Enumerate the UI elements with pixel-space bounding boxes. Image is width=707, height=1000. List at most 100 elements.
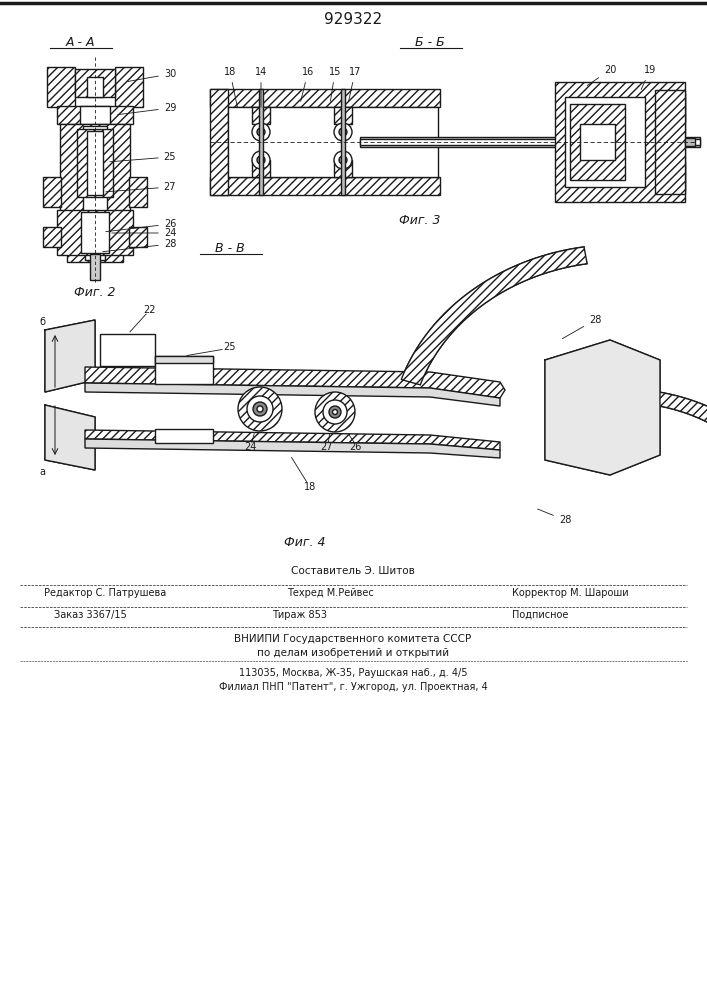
Bar	[334, 107, 352, 124]
Text: Б - Б: Б - Б	[415, 35, 445, 48]
Circle shape	[339, 156, 347, 164]
Bar	[555, 82, 685, 202]
Circle shape	[329, 406, 341, 418]
Bar	[655, 90, 685, 194]
Circle shape	[253, 402, 267, 416]
Text: 20: 20	[588, 65, 617, 85]
Text: Подписное: Подписное	[512, 610, 568, 620]
Text: 27: 27	[106, 182, 176, 192]
Polygon shape	[45, 405, 95, 470]
Bar	[155, 429, 213, 443]
Circle shape	[323, 400, 347, 424]
Bar	[570, 104, 625, 180]
Bar	[87, 131, 103, 195]
Text: А - А: А - А	[65, 35, 95, 48]
Circle shape	[252, 151, 270, 169]
Text: 26: 26	[349, 442, 361, 452]
Text: 30: 30	[128, 69, 176, 82]
Bar	[565, 97, 645, 187]
Bar	[47, 67, 75, 107]
Bar	[252, 107, 270, 124]
Text: а: а	[39, 467, 45, 477]
Bar	[155, 356, 213, 384]
Bar	[57, 106, 133, 124]
Polygon shape	[45, 320, 95, 392]
Bar	[87, 77, 103, 97]
Circle shape	[238, 387, 282, 431]
Bar	[580, 124, 615, 160]
Circle shape	[257, 128, 265, 136]
Polygon shape	[566, 389, 707, 437]
Text: Фиг. 4: Фиг. 4	[284, 536, 326, 548]
Bar	[80, 106, 110, 124]
Circle shape	[257, 406, 263, 412]
Text: Тираж 853: Тираж 853	[272, 610, 327, 620]
Circle shape	[315, 392, 355, 432]
Bar	[210, 89, 440, 107]
Text: 17: 17	[349, 67, 361, 101]
Bar	[100, 366, 155, 374]
Bar	[77, 129, 113, 197]
Text: Техред М.Рейвес: Техред М.Рейвес	[286, 588, 373, 598]
Bar	[67, 240, 123, 262]
Text: 929322: 929322	[324, 11, 382, 26]
Text: 22: 22	[144, 305, 156, 315]
Bar	[334, 160, 352, 177]
Text: 25: 25	[110, 152, 176, 162]
Bar	[100, 334, 155, 374]
Text: по делам изобретений и открытий: по делам изобретений и открытий	[257, 648, 449, 658]
Text: 28: 28	[562, 315, 601, 339]
Bar	[85, 242, 105, 260]
Bar	[83, 126, 107, 220]
Text: Фиг. 3: Фиг. 3	[399, 214, 440, 227]
Bar	[660, 162, 685, 190]
Bar	[360, 139, 700, 145]
Text: 113035, Москва, Ж-35, Раушская наб., д. 4/5: 113035, Москва, Ж-35, Раушская наб., д. …	[239, 668, 467, 678]
Bar	[685, 138, 695, 146]
Bar	[228, 107, 438, 177]
Bar	[43, 177, 61, 207]
Text: 29: 29	[118, 103, 176, 115]
Text: Заказ 3367/15: Заказ 3367/15	[54, 610, 127, 620]
Bar	[81, 212, 109, 253]
Text: 26: 26	[106, 219, 176, 232]
Polygon shape	[85, 439, 500, 458]
Bar	[75, 69, 115, 97]
Polygon shape	[85, 430, 500, 450]
Text: 28: 28	[103, 239, 176, 252]
Circle shape	[247, 396, 273, 422]
Text: Филиал ПНП "Патент", г. Ужгород, ул. Проектная, 4: Филиал ПНП "Патент", г. Ужгород, ул. Про…	[218, 682, 487, 692]
Bar	[57, 210, 133, 255]
Bar	[90, 254, 100, 280]
Text: Фиг. 2: Фиг. 2	[74, 286, 116, 298]
Circle shape	[334, 151, 352, 169]
Text: 24: 24	[244, 442, 256, 452]
Bar	[129, 177, 147, 207]
Polygon shape	[545, 340, 660, 475]
Polygon shape	[402, 247, 587, 385]
Bar	[341, 89, 345, 195]
Circle shape	[252, 123, 270, 141]
Bar	[660, 94, 685, 122]
Bar	[73, 221, 117, 237]
Text: 18: 18	[304, 482, 316, 492]
Bar	[210, 177, 440, 195]
Circle shape	[339, 128, 347, 136]
Bar	[60, 124, 130, 222]
Text: 19: 19	[641, 65, 656, 89]
Polygon shape	[85, 367, 505, 398]
Bar	[43, 227, 61, 247]
Text: Составитель Э. Шитов: Составитель Э. Шитов	[291, 566, 415, 576]
Bar	[115, 67, 143, 107]
Text: Редактор С. Патрушева: Редактор С. Патрушева	[44, 588, 166, 598]
Circle shape	[257, 156, 265, 164]
Text: 27: 27	[321, 442, 333, 452]
Circle shape	[332, 410, 337, 414]
Text: б: б	[39, 317, 45, 327]
Text: 14: 14	[255, 67, 267, 107]
Text: 15: 15	[329, 67, 341, 101]
Text: 28: 28	[537, 509, 571, 525]
Text: 25: 25	[223, 342, 236, 352]
Text: Корректор М. Шароши: Корректор М. Шароши	[512, 588, 629, 598]
Text: ВНИИПИ Государственного комитета СССР: ВНИИПИ Государственного комитета СССР	[235, 634, 472, 644]
